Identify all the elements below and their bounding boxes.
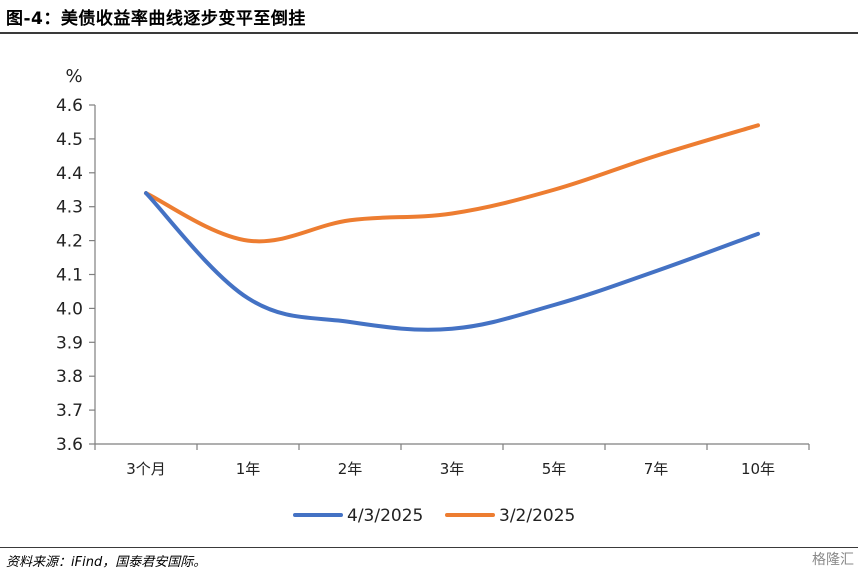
series-line-1 bbox=[144, 123, 760, 244]
y-tick-label: 4.3 bbox=[56, 198, 83, 218]
title-rule bbox=[0, 32, 858, 34]
legend: 4/3/2025 3/2/2025 bbox=[293, 506, 575, 526]
y-tick-label: 4.2 bbox=[56, 232, 83, 252]
x-tick-label: 10年 bbox=[741, 460, 775, 478]
watermark-logo: 格隆汇 bbox=[812, 552, 854, 568]
y-tick-label: 3.9 bbox=[56, 333, 83, 353]
x-tick-label: 7年 bbox=[644, 460, 669, 478]
y-tick-label: 3.8 bbox=[56, 367, 83, 387]
series-line-0 bbox=[144, 191, 760, 332]
y-axis-unit: % bbox=[65, 66, 82, 87]
y-tick-label: 4.4 bbox=[56, 164, 83, 184]
x-tick-label: 1年 bbox=[236, 460, 261, 478]
x-tick-label: 5年 bbox=[542, 460, 567, 478]
y-tick-label: 4.6 bbox=[56, 96, 83, 116]
y-tick-label: 3.7 bbox=[56, 401, 83, 421]
x-tick-label: 3年 bbox=[440, 460, 465, 478]
y-tick-label: 4.5 bbox=[56, 130, 83, 150]
legend-label-0: 4/3/2025 bbox=[347, 506, 423, 526]
y-axis-ticks: 4.6 4.5 4.4 4.3 4.2 4.1 4.0 3.9 3.8 3.7 3.6 bbox=[56, 96, 95, 455]
x-axis-ticks: 3个月 1年 2年 3年 5年 7年 10年 bbox=[94, 444, 810, 478]
source-note: 资料来源：iFind，国泰君安国际。 bbox=[6, 555, 207, 570]
legend-label-1: 3/2/2025 bbox=[499, 506, 575, 526]
y-tick-label: 3.6 bbox=[56, 435, 83, 455]
y-tick-label: 4.0 bbox=[56, 299, 83, 319]
x-tick-label: 2年 bbox=[338, 460, 363, 478]
series-lines bbox=[144, 123, 760, 332]
y-tick-label: 4.1 bbox=[56, 266, 83, 286]
source-rule bbox=[0, 547, 858, 548]
figure-title: 图-4：美债收益率曲线逐步变平至倒挂 bbox=[6, 9, 306, 29]
x-tick-label: 3个月 bbox=[126, 460, 166, 478]
